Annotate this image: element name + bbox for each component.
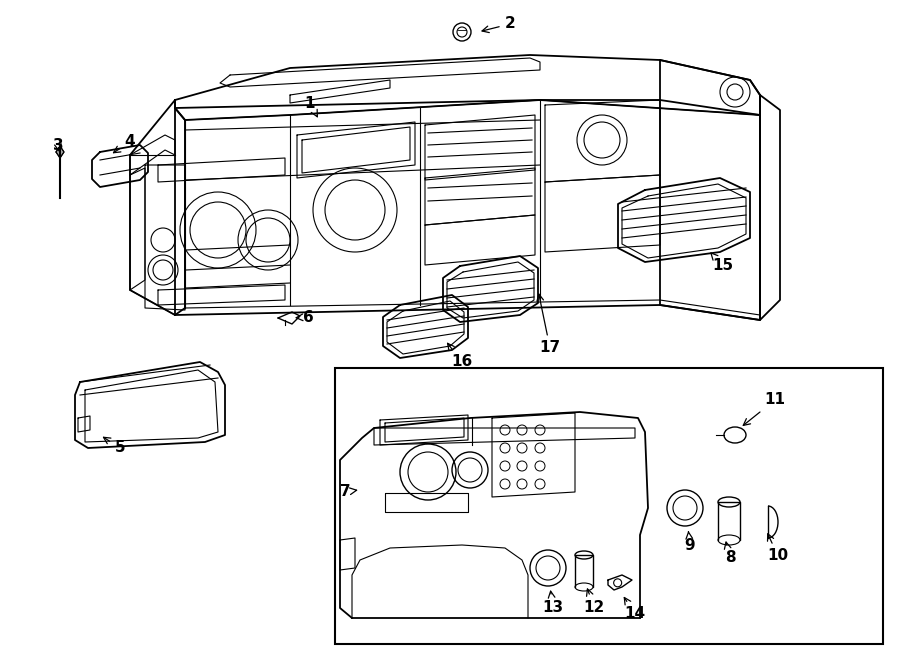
Text: 2: 2 [482,17,516,32]
Text: 5: 5 [104,438,125,455]
Text: 11: 11 [743,393,786,426]
Text: 8: 8 [724,542,735,566]
Text: 3: 3 [53,137,63,153]
Polygon shape [56,146,64,158]
Text: 12: 12 [583,589,605,615]
Text: 16: 16 [447,343,473,369]
Text: 15: 15 [711,253,733,274]
Text: 17: 17 [537,294,561,356]
Text: 9: 9 [685,531,696,553]
Text: 13: 13 [543,591,563,615]
Text: 6: 6 [296,309,313,325]
Text: 10: 10 [768,534,788,563]
Text: 7: 7 [339,485,356,500]
Text: 1: 1 [305,95,318,117]
Text: 14: 14 [625,598,645,621]
Bar [335,368,883,644]
Text: 4: 4 [113,134,135,153]
